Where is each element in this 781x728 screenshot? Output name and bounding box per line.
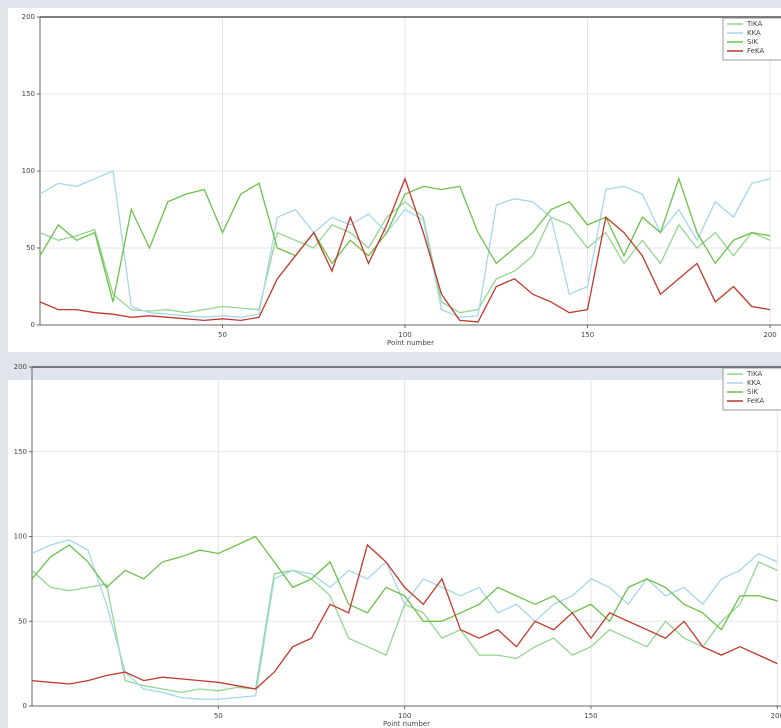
data-line [31,535,778,631]
chart: 0 50 100 150 200 50 100 150 200 Point number TiKAK… [8,8,781,352]
y-tick-label: 0 [23,702,27,710]
data-line [39,176,771,303]
data-line [39,200,771,314]
y-tick-label: 50 [26,244,35,252]
chart: 0 50 100 150 200 50 100 150 200 Point number TiKAK… [8,363,781,728]
x-tick-label: 150 [584,712,597,720]
legend-label: KKA [747,29,761,37]
data-line [39,170,771,318]
x-tick-label: 50 [214,712,223,720]
x-tick-label: 150 [581,331,594,339]
data-line [31,539,778,700]
y-tick-label: 50 [18,617,27,625]
legend-label: KKA [747,379,761,387]
x-axis-label: Point number [387,339,434,347]
y-tick-label: 200 [22,13,35,21]
legend-label: FeKA [747,397,764,405]
legend-label: TiKA [746,20,762,28]
legend-label: FeKA [747,47,764,55]
panel [8,380,781,728]
x-tick-label: 100 [398,712,411,720]
panel [8,8,781,352]
x-tick-label: 200 [771,712,781,720]
legend-label: SiK [747,38,758,46]
data-line [31,543,778,690]
data-line [39,176,771,323]
y-tick-label: 200 [14,363,27,371]
y-tick-label: 100 [22,167,35,175]
x-tick-label: 200 [763,331,776,339]
legend-box [722,17,781,61]
y-tick-label: 0 [31,321,35,329]
x-tick-label: 100 [398,331,411,339]
y-tick-label: 150 [14,448,27,456]
legend-label: SiK [747,388,758,396]
x-tick-label: 50 [218,331,227,339]
y-tick-label: 150 [22,90,35,98]
legend-label: TiKA [746,370,762,378]
x-axis-label: Point number [383,720,430,728]
y-tick-label: 100 [14,533,27,541]
legend-box [722,367,781,411]
